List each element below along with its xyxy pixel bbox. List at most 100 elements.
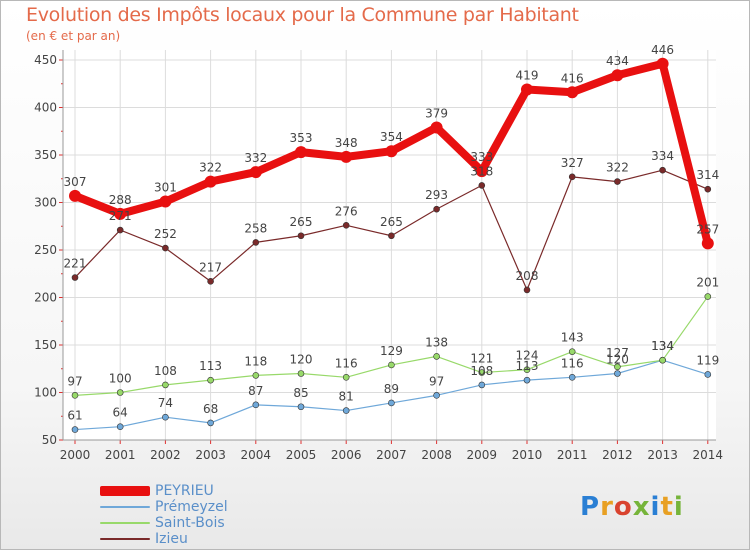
data-label-saint-bois: 113 — [199, 359, 222, 373]
legend-item-izieu: Izieu — [100, 531, 228, 547]
data-label-izieu: 322 — [606, 161, 629, 175]
legend: PEYRIEU Prémeyzel Saint-Bois Izieu — [100, 483, 228, 547]
data-label-pr-meyzel: 120 — [606, 353, 629, 367]
x-tick-label: 2003 — [195, 448, 226, 462]
data-point-saint-bois — [433, 353, 440, 360]
x-tick-label: 2011 — [557, 448, 588, 462]
logo-letter: t — [660, 492, 674, 522]
data-point-peyrieu — [475, 165, 488, 178]
data-point-peyrieu — [114, 207, 127, 220]
data-point-izieu — [342, 222, 350, 229]
data-label-peyrieu: 322 — [199, 161, 222, 175]
data-point-saint-bois — [704, 293, 712, 300]
data-point-saint-bois — [116, 389, 124, 396]
data-label-saint-bois: 121 — [470, 352, 493, 366]
data-label-peyrieu: 434 — [606, 54, 629, 68]
data-label-izieu: 217 — [199, 260, 222, 274]
x-tick-label: 2013 — [647, 448, 678, 462]
data-label-izieu: 314 — [696, 168, 719, 182]
data-point-peyrieu — [69, 189, 81, 202]
logo-letter: i — [673, 492, 684, 522]
data-label-pr-meyzel: 68 — [203, 402, 218, 416]
data-point-pr-meyzel — [252, 401, 260, 409]
data-point-peyrieu — [430, 121, 443, 134]
data-label-peyrieu: 348 — [335, 136, 358, 150]
data-point-izieu — [614, 178, 621, 185]
data-point-saint-bois — [207, 376, 214, 384]
x-tick-label: 2010 — [512, 448, 543, 462]
y-tick-label: 100 — [34, 386, 57, 400]
data-point-saint-bois — [568, 348, 576, 355]
data-label-peyrieu: 419 — [516, 68, 539, 82]
data-label-izieu: 221 — [64, 257, 87, 271]
data-label-pr-meyzel: 134 — [651, 339, 674, 353]
data-label-pr-meyzel: 116 — [561, 356, 584, 370]
data-label-izieu: 265 — [290, 215, 313, 229]
data-point-izieu — [116, 226, 124, 234]
data-point-peyrieu — [295, 146, 307, 159]
logo-letter: r — [600, 492, 614, 522]
data-label-izieu: 208 — [516, 269, 539, 283]
data-point-izieu — [388, 232, 395, 240]
data-label-izieu: 265 — [380, 215, 403, 229]
x-tick-label: 2000 — [60, 448, 91, 462]
data-point-pr-meyzel — [297, 403, 305, 411]
data-label-peyrieu: 354 — [380, 130, 403, 144]
data-label-saint-bois: 143 — [561, 331, 584, 345]
data-label-saint-bois: 97 — [67, 374, 82, 388]
data-point-izieu — [162, 244, 169, 252]
legend-label: Prémeyzel — [155, 499, 228, 515]
y-tick-label: 50 — [42, 433, 57, 447]
y-tick-label: 200 — [34, 291, 57, 305]
y-tick-label: 150 — [34, 338, 57, 352]
data-point-izieu — [659, 166, 666, 174]
data-label-peyrieu: 257 — [696, 222, 719, 236]
x-tick-label: 2006 — [331, 448, 362, 462]
data-point-izieu — [207, 278, 214, 285]
data-label-izieu: 327 — [561, 156, 584, 170]
data-point-saint-bois — [659, 356, 666, 364]
data-point-saint-bois — [162, 381, 169, 389]
data-label-peyrieu: 446 — [651, 43, 674, 57]
data-label-izieu: 293 — [425, 188, 448, 202]
data-label-saint-bois: 120 — [290, 353, 313, 367]
legend-item-saint-bois: Saint-Bois — [100, 515, 228, 531]
x-tick-label: 2001 — [105, 448, 136, 462]
data-label-peyrieu: 333 — [470, 150, 493, 164]
data-label-pr-meyzel: 85 — [293, 386, 308, 400]
data-point-peyrieu — [340, 150, 353, 163]
data-label-pr-meyzel: 113 — [516, 359, 539, 373]
data-point-pr-meyzel — [71, 426, 79, 433]
data-point-saint-bois — [523, 366, 531, 374]
data-label-peyrieu: 301 — [154, 181, 177, 195]
data-label-saint-bois: 129 — [380, 344, 403, 358]
y-tick-label: 400 — [34, 101, 57, 115]
legend-item-peyrieu: PEYRIEU — [100, 483, 228, 499]
data-label-peyrieu: 416 — [561, 71, 584, 85]
y-tick-label: 450 — [34, 53, 57, 67]
chart-title: Evolution des Impôts locaux pour la Comm… — [26, 4, 579, 26]
data-point-saint-bois — [614, 363, 621, 371]
legend-item-pr-meyzel: Prémeyzel — [100, 499, 228, 515]
data-label-peyrieu: 307 — [64, 175, 87, 189]
x-tick-label: 2002 — [150, 448, 181, 462]
y-tick-label: 300 — [34, 196, 57, 210]
legend-label: Saint-Bois — [155, 515, 225, 531]
data-label-pr-meyzel: 89 — [384, 382, 399, 396]
data-point-saint-bois — [297, 370, 305, 377]
data-label-saint-bois: 124 — [516, 349, 539, 363]
data-point-saint-bois — [478, 369, 486, 376]
data-point-pr-meyzel — [568, 373, 576, 381]
data-label-peyrieu: 288 — [109, 193, 132, 207]
data-label-pr-meyzel: 74 — [158, 396, 173, 410]
data-point-saint-bois — [71, 392, 79, 399]
chart-subtitle: (en € et par an) — [26, 29, 121, 43]
data-point-peyrieu — [701, 237, 714, 250]
x-tick-label: 2004 — [241, 448, 272, 462]
data-point-pr-meyzel — [523, 376, 531, 384]
data-label-peyrieu: 379 — [425, 106, 448, 120]
data-label-peyrieu: 332 — [244, 151, 267, 165]
logo-letter: o — [613, 492, 633, 522]
data-label-pr-meyzel: 119 — [696, 353, 719, 367]
data-label-izieu: 318 — [470, 164, 493, 178]
